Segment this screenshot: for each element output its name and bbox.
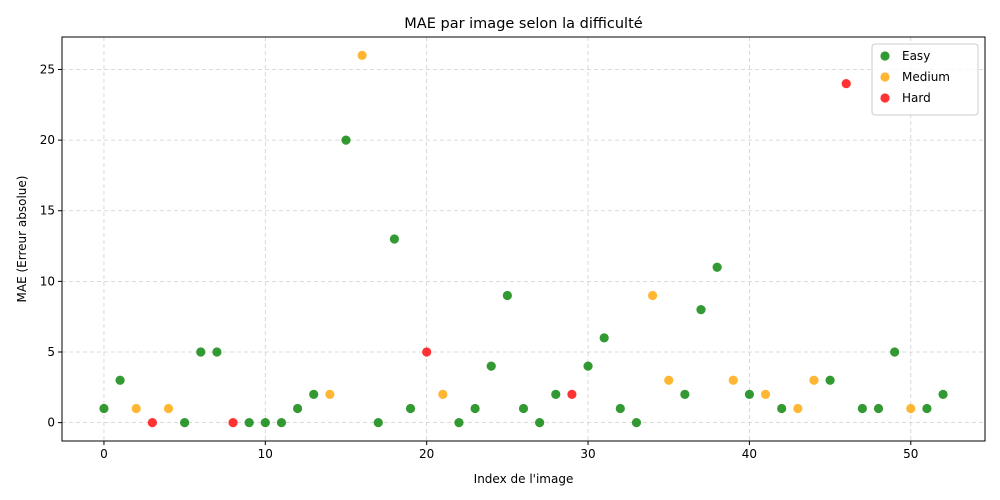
x-tick-label: 20	[419, 447, 434, 461]
data-point-medium	[793, 403, 803, 414]
legend-marker-easy	[880, 51, 890, 61]
y-tick-label: 0	[47, 416, 55, 430]
data-point-medium	[664, 375, 674, 385]
data-point-easy	[486, 361, 496, 371]
data-point-easy	[712, 262, 722, 272]
points-layer	[99, 50, 948, 428]
x-tick-label: 50	[903, 447, 918, 461]
data-point-hard	[422, 347, 432, 357]
data-point-hard	[841, 79, 851, 89]
data-point-easy	[922, 403, 932, 414]
data-point-easy	[405, 403, 416, 414]
data-point-medium	[163, 403, 174, 414]
data-point-easy	[470, 403, 480, 414]
data-point-easy	[680, 389, 690, 399]
data-point-easy	[373, 418, 383, 428]
data-point-easy	[583, 361, 593, 371]
data-point-easy	[938, 389, 948, 399]
data-point-easy	[309, 389, 319, 399]
data-point-easy	[535, 418, 545, 428]
data-point-easy	[276, 418, 287, 428]
data-point-easy	[292, 403, 303, 414]
y-tick-label: 5	[47, 345, 55, 359]
grid-layer	[62, 37, 985, 441]
data-point-easy	[777, 403, 787, 414]
data-point-easy	[454, 418, 464, 428]
data-point-medium	[647, 290, 658, 301]
legend-label-medium: Medium	[902, 70, 950, 84]
x-tick-label: 30	[580, 447, 595, 461]
data-point-easy	[341, 135, 351, 145]
data-point-hard	[147, 418, 157, 428]
ticks-layer: 0 10 20 30 40 50 0 5 10 15 20 25	[40, 62, 919, 461]
data-point-easy	[744, 389, 755, 399]
y-tick-label: 15	[40, 204, 55, 218]
data-point-easy	[825, 375, 835, 385]
x-tick-label: 40	[742, 447, 757, 461]
data-point-easy	[260, 418, 270, 428]
data-point-easy	[599, 333, 609, 343]
data-point-hard	[228, 418, 238, 428]
data-point-medium	[760, 389, 771, 399]
data-point-medium	[438, 389, 448, 399]
data-point-easy	[873, 403, 884, 414]
data-point-easy	[212, 347, 222, 357]
data-point-easy	[196, 347, 206, 357]
data-point-easy	[389, 234, 400, 244]
data-point-medium	[325, 389, 335, 399]
y-tick-label: 10	[40, 274, 55, 288]
data-point-easy	[890, 347, 900, 357]
data-point-easy	[857, 403, 867, 414]
y-tick-label: 20	[40, 133, 55, 147]
legend: Easy Medium Hard	[871, 43, 979, 116]
data-point-easy	[696, 305, 706, 315]
data-point-easy	[615, 403, 625, 414]
legend-marker-medium	[880, 72, 890, 82]
data-point-medium	[357, 50, 367, 60]
data-point-easy	[631, 418, 642, 428]
data-point-medium	[906, 403, 916, 414]
legend-box	[871, 43, 979, 116]
plot-frame	[61, 36, 986, 442]
data-point-medium	[809, 375, 819, 385]
data-point-easy	[115, 375, 125, 385]
legend-marker-hard	[880, 93, 890, 103]
x-tick-label: 10	[258, 447, 273, 461]
data-point-medium	[131, 403, 141, 414]
data-point-easy	[551, 389, 561, 399]
y-axis-label: MAE (Erreur absolue)	[15, 176, 29, 303]
chart-title: MAE par image selon la difficulté	[404, 16, 642, 32]
data-point-easy	[99, 403, 109, 414]
legend-label-easy: Easy	[902, 49, 930, 63]
data-point-hard	[567, 389, 577, 399]
legend-label-hard: Hard	[902, 91, 931, 105]
data-point-easy	[180, 418, 190, 428]
y-tick-label: 25	[40, 62, 55, 76]
x-axis-label: Index de l'image	[474, 472, 574, 486]
data-point-medium	[728, 375, 738, 385]
data-point-easy	[518, 403, 529, 414]
data-point-easy	[502, 290, 512, 301]
x-tick-label: 0	[100, 447, 108, 461]
data-point-easy	[244, 418, 254, 428]
